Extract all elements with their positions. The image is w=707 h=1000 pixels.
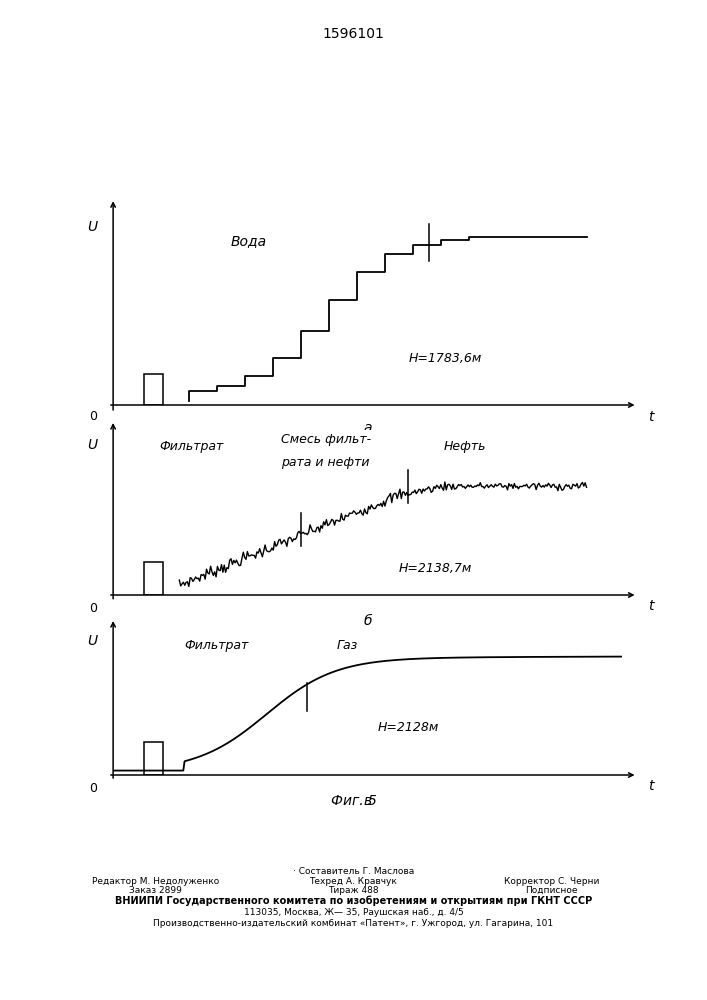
Text: 0: 0 [89, 410, 97, 423]
Bar [144, 562, 163, 595]
Text: U: U [88, 220, 98, 234]
Text: · Составитель Г. Маслова: · Составитель Г. Маслова [293, 867, 414, 876]
Text: Тираж 488: Тираж 488 [328, 886, 379, 895]
Text: Корректор С. Черни: Корректор С. Черни [504, 877, 599, 886]
Text: U: U [88, 438, 98, 452]
Text: t: t [648, 779, 653, 793]
Text: Заказ 2899: Заказ 2899 [129, 886, 182, 895]
Text: 1596101: 1596101 [322, 27, 385, 41]
Text: 0: 0 [89, 782, 97, 795]
Text: Фильтрат: Фильтрат [159, 440, 223, 453]
Text: Подписное: Подписное [525, 886, 578, 895]
Text: Редактор М. Недолуженко: Редактор М. Недолуженко [92, 877, 219, 886]
Text: Производственно-издательский комбинат «Патент», г. Ужгород, ул. Гагарина, 101: Производственно-издательский комбинат «П… [153, 919, 554, 928]
Text: t: t [648, 410, 653, 424]
Text: Вода: Вода [230, 234, 267, 248]
Text: рата и нефти: рата и нефти [281, 456, 370, 469]
Bar [144, 742, 163, 775]
Text: Нефть: Нефть [444, 440, 486, 453]
Text: ВНИИПИ Государственного комитета по изобретениям и открытиям при ГКНТ СССР: ВНИИПИ Государственного комитета по изоб… [115, 896, 592, 906]
Text: Газ: Газ [337, 639, 358, 652]
Bar [144, 374, 163, 405]
Text: Техред А. Кравчук: Техред А. Кравчук [310, 877, 397, 886]
Text: Фильтрат: Фильтрат [185, 639, 249, 652]
Text: Фиг. 5: Фиг. 5 [331, 794, 376, 808]
Text: Смесь фильт-: Смесь фильт- [281, 433, 371, 446]
Text: U: U [88, 634, 98, 648]
Text: а: а [363, 421, 372, 435]
Text: в: в [363, 794, 372, 808]
Text: 0: 0 [89, 602, 97, 615]
Text: H=2138,7м: H=2138,7м [398, 562, 472, 575]
Text: б: б [363, 614, 372, 628]
Text: 113035, Москва, Ж— 35, Раушская наб., д. 4/5: 113035, Москва, Ж— 35, Раушская наб., д.… [244, 908, 463, 917]
Text: H=2128м: H=2128м [378, 721, 439, 734]
Text: t: t [648, 599, 653, 613]
Text: H=1783,6м: H=1783,6м [409, 352, 481, 365]
